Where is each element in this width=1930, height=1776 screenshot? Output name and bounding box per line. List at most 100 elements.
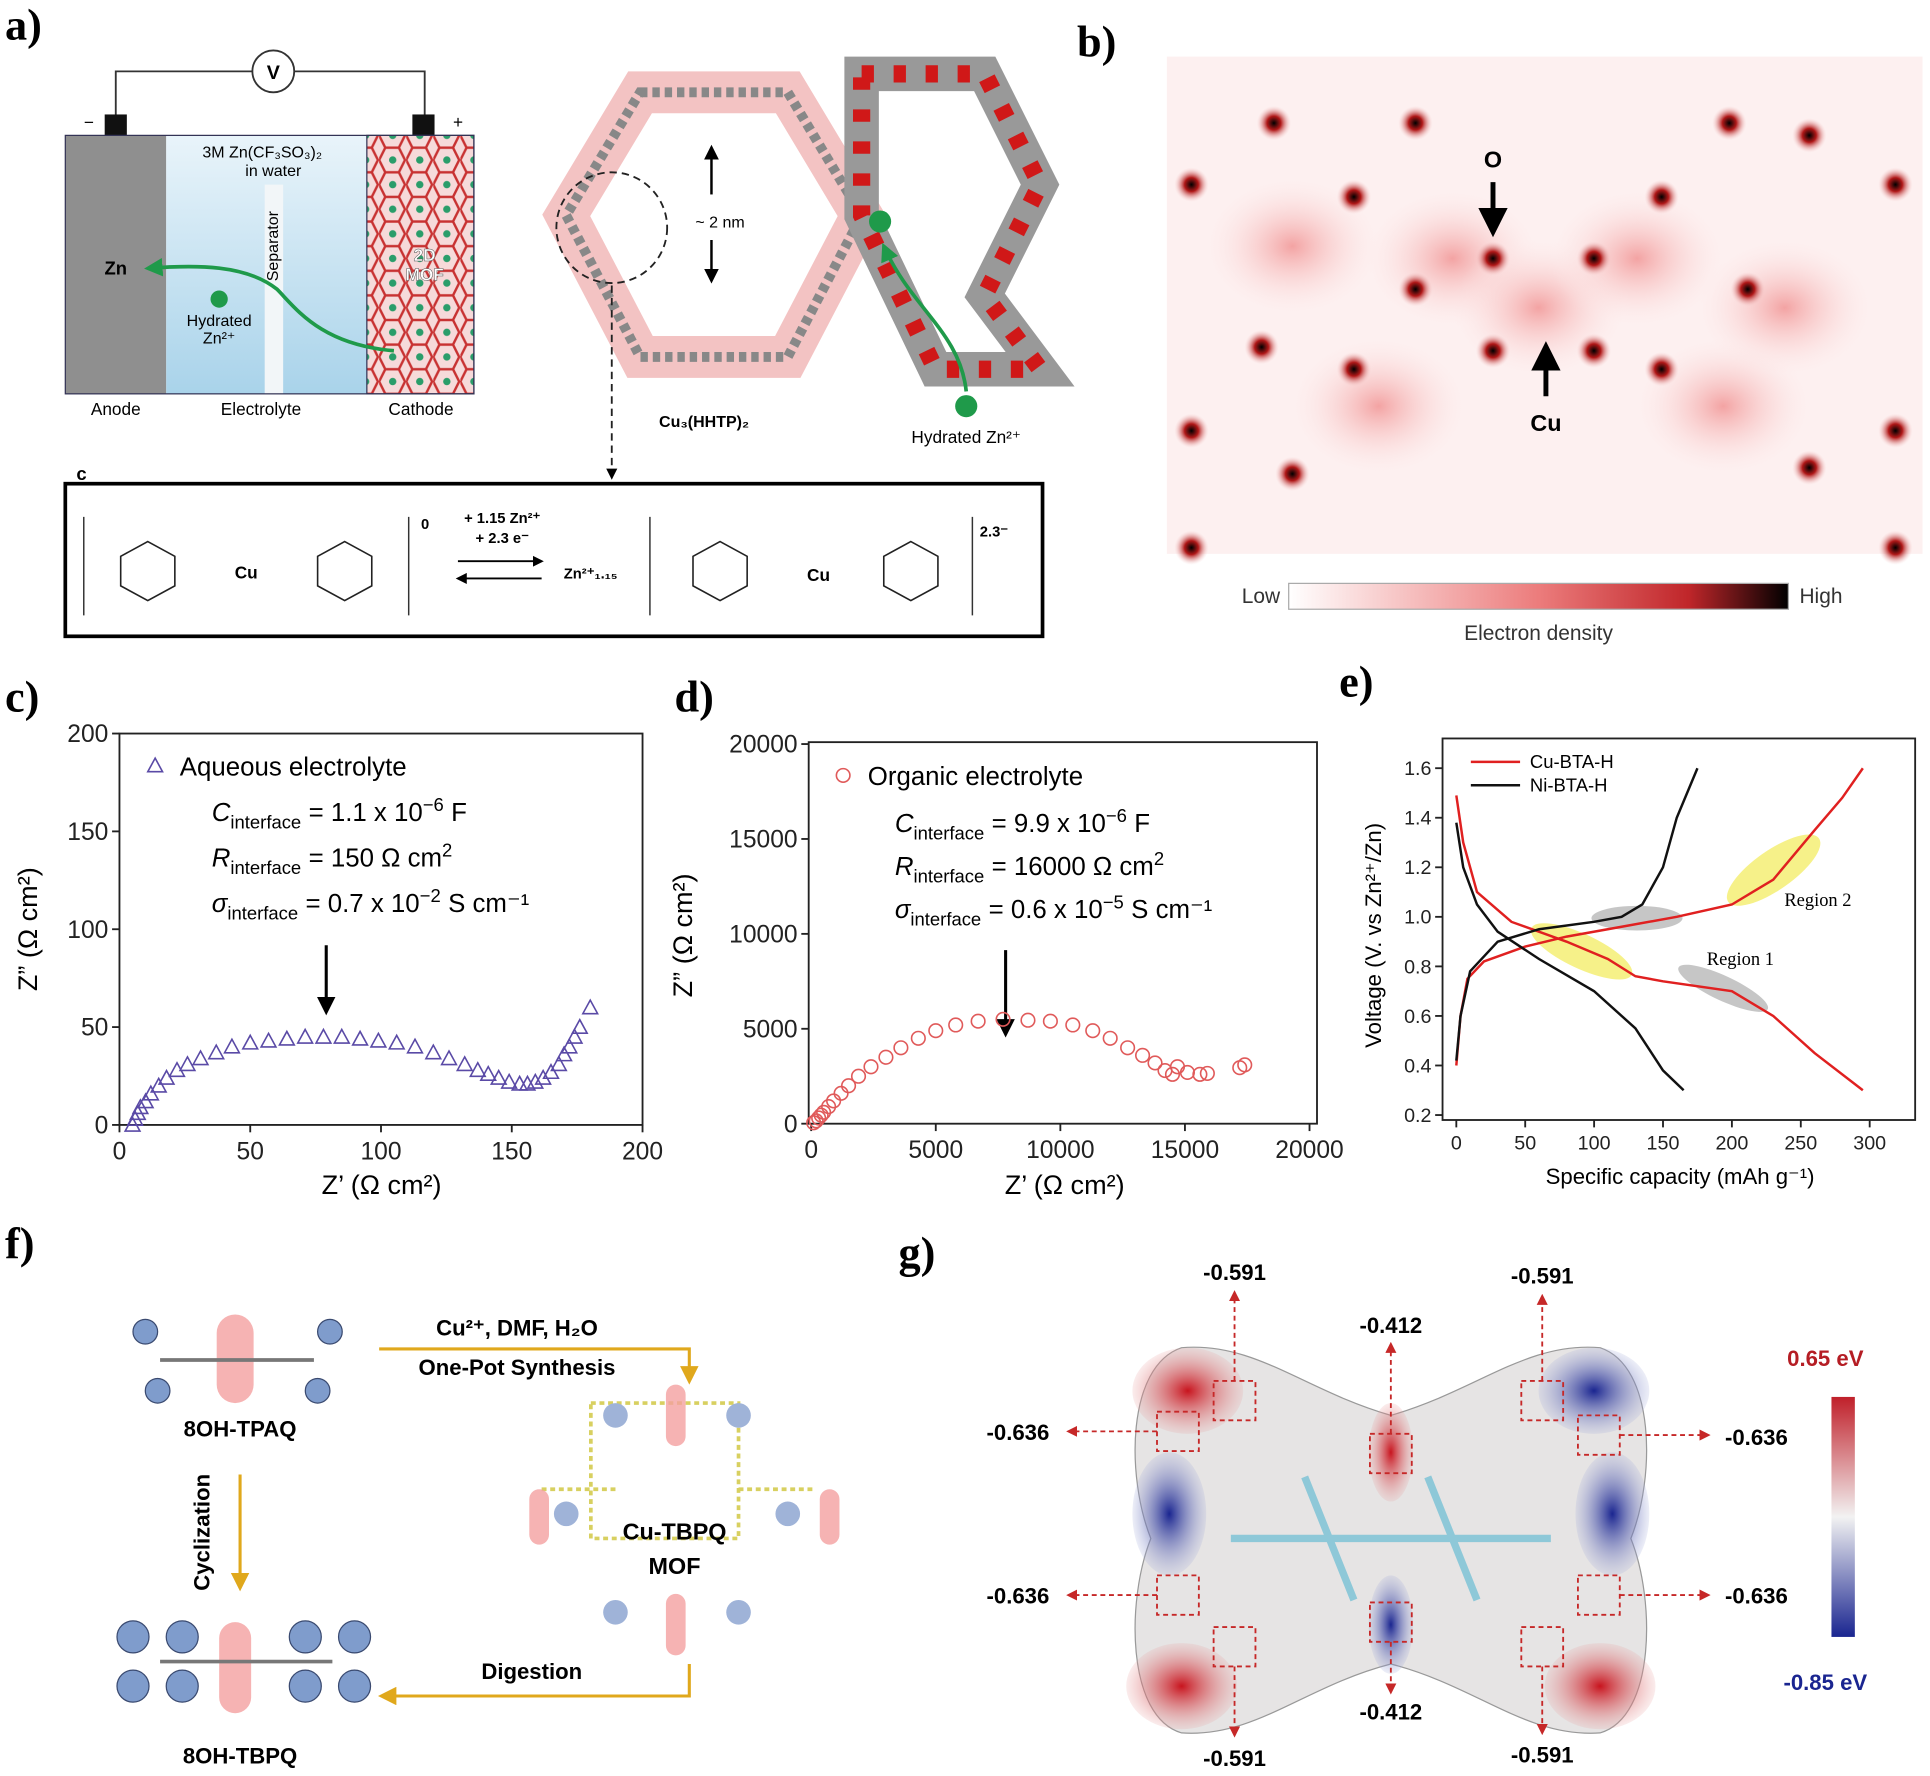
annotation-part: −2: [420, 885, 441, 906]
x-tick-label: 50: [237, 1138, 264, 1165]
series-line: [1455, 767, 1864, 1092]
data-point: [136, 1092, 155, 1109]
y-tick-label: 150: [67, 819, 108, 846]
esp-value: -0.591: [1203, 1260, 1266, 1285]
data-point: [1179, 1064, 1196, 1081]
mof-label: 2D: [414, 245, 436, 265]
data-point: [813, 1107, 829, 1123]
data-point: [1085, 1023, 1101, 1039]
y-tick-label: 0: [784, 1111, 798, 1138]
density-spot: [1475, 241, 1511, 276]
scale-label: -0.85 eV: [1783, 1670, 1867, 1695]
terminal-label: −: [84, 112, 94, 132]
x-tick-label: 150: [1647, 1133, 1680, 1155]
data-point: [995, 1011, 1011, 1027]
data-point: [833, 1085, 849, 1101]
ion-label: Zn²⁺: [203, 330, 235, 347]
x-tick-label: 5000: [908, 1137, 963, 1164]
data-point: [928, 1023, 944, 1039]
annotation-part: interface: [914, 822, 985, 843]
density-spot: [1644, 179, 1679, 215]
data-point: [1237, 1057, 1253, 1073]
cell-diagram: [64, 49, 475, 395]
density-spot: [1174, 413, 1209, 448]
panel-label: d): [675, 672, 714, 721]
colorbar-label: Low: [1242, 585, 1281, 608]
legend-label: Ni-BTA-H: [1530, 774, 1608, 795]
annotation: Region 2: [1784, 890, 1851, 910]
y-tick-label: 0.6: [1404, 1006, 1431, 1028]
density-spot: [1174, 167, 1209, 202]
x-tick-label: 50: [1514, 1133, 1536, 1155]
annotation-part: R: [212, 844, 231, 872]
y-tick-label: 20000: [729, 732, 797, 759]
density-spot: [1730, 272, 1765, 307]
data-point: [223, 1037, 241, 1054]
charge-label: 2.3⁻: [980, 525, 1009, 541]
data-point: [296, 1027, 314, 1044]
data-point: [455, 1055, 474, 1072]
annotation-part: −6: [1106, 805, 1127, 826]
esp-value: -0.636: [987, 1420, 1050, 1445]
annotation-part: σ: [212, 890, 229, 918]
legend-label: Aqueous electrolyte: [180, 753, 407, 781]
y-tick-label: 1.6: [1404, 758, 1431, 780]
density-spot: [1336, 179, 1372, 215]
panel-label: f): [5, 1219, 35, 1268]
x-tick-label: 0: [113, 1138, 127, 1165]
voltmeter-label: V: [267, 62, 280, 84]
annotation-part: = 150 Ω cm: [309, 844, 442, 872]
data-point: [550, 1055, 568, 1072]
x-tick-label: 200: [1715, 1133, 1748, 1155]
pore-size-label: ~ 2 nm: [695, 215, 744, 232]
x-tick-label: 100: [360, 1138, 401, 1165]
data-point: [1065, 1017, 1081, 1033]
data-point: [821, 1099, 837, 1115]
step-label: Cyclization: [189, 1474, 214, 1591]
data-point: [259, 1031, 278, 1048]
data-point: [910, 1030, 926, 1046]
data-point: [387, 1033, 406, 1050]
data-point: [1199, 1065, 1215, 1081]
annotation: σinterface = 0.7 x 10−2 S cm⁻¹: [212, 885, 530, 923]
component-label: Cathode: [388, 399, 453, 419]
annotation-part: = 0.6 x 10: [989, 896, 1103, 924]
data-point: [351, 1029, 369, 1046]
metal-label: Cu: [807, 565, 830, 585]
x-tick-label: 20000: [1275, 1137, 1343, 1164]
panel-label: g): [899, 1229, 936, 1278]
annotation-part: F: [451, 799, 467, 827]
density-spot: [1174, 530, 1209, 565]
panel-label: c): [5, 672, 39, 721]
x-axis-label: Z’ (Ω cm²): [1005, 1169, 1125, 1200]
y-tick-label: 1.0: [1404, 907, 1431, 929]
data-point: [500, 1072, 518, 1089]
data-point: [1169, 1059, 1186, 1075]
legend-label: Organic electrolyte: [868, 763, 1083, 791]
x-axis-label: Specific capacity (mAh g⁻¹): [1546, 1164, 1815, 1189]
data-point: [241, 1033, 259, 1050]
panel-label: b): [1077, 18, 1116, 67]
data-point: [424, 1043, 443, 1060]
esp-value: -0.636: [1725, 1425, 1788, 1450]
density-spot: [1336, 352, 1372, 387]
data-point: [168, 1061, 186, 1078]
separator-label: Separator: [265, 210, 282, 281]
data-point: [850, 1068, 867, 1084]
data-point: [970, 1013, 986, 1029]
data-point: [534, 1068, 552, 1085]
inset-label: c: [76, 463, 86, 484]
annotation-part: −6: [423, 794, 444, 815]
scale-label: 0.65 eV: [1787, 1346, 1864, 1371]
legend-marker: [146, 756, 164, 773]
density-spot: [1244, 329, 1279, 365]
esp-surface: [1066, 1290, 1855, 1738]
data-point: [333, 1027, 351, 1044]
esp-value: -0.636: [987, 1584, 1050, 1609]
data-point: [526, 1072, 545, 1089]
annotation-part: = 16000 Ω cm: [992, 853, 1154, 881]
data-point: [816, 1104, 832, 1120]
chart: 0 5000 10000 15000 20000 0 5000 10000 15000 20000…: [667, 732, 1344, 1200]
